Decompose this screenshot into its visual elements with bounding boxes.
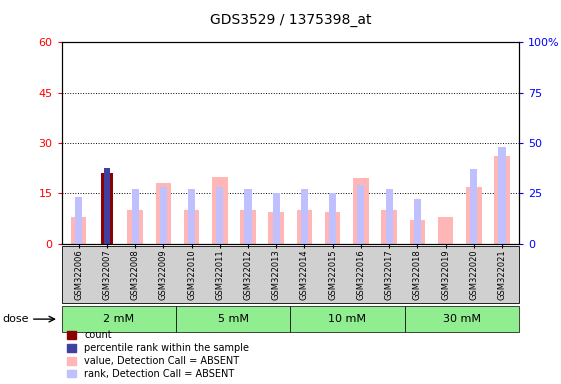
Bar bbox=[216, 187, 223, 244]
Bar bbox=[160, 187, 167, 244]
Bar bbox=[240, 210, 256, 244]
Bar bbox=[104, 168, 110, 244]
Bar bbox=[385, 189, 393, 244]
Bar bbox=[245, 189, 251, 244]
Bar bbox=[297, 210, 312, 244]
Bar bbox=[269, 212, 284, 244]
Bar bbox=[438, 217, 453, 244]
Bar bbox=[494, 157, 510, 244]
Bar bbox=[381, 210, 397, 244]
Bar bbox=[184, 210, 199, 244]
Text: 5 mM: 5 mM bbox=[218, 314, 249, 324]
Bar bbox=[71, 217, 86, 244]
Text: GDS3529 / 1375398_at: GDS3529 / 1375398_at bbox=[210, 13, 371, 27]
Bar bbox=[75, 197, 82, 244]
Legend: count, percentile rank within the sample, value, Detection Call = ABSENT, rank, : count, percentile rank within the sample… bbox=[67, 330, 249, 379]
Text: 30 mM: 30 mM bbox=[443, 314, 481, 324]
Bar bbox=[273, 194, 280, 244]
Bar bbox=[499, 147, 505, 244]
Text: 10 mM: 10 mM bbox=[329, 314, 366, 324]
Bar bbox=[357, 185, 365, 244]
Text: 2 mM: 2 mM bbox=[103, 314, 135, 324]
Bar bbox=[188, 189, 195, 244]
Text: dose: dose bbox=[3, 314, 29, 324]
Bar bbox=[100, 173, 113, 244]
Bar bbox=[470, 169, 477, 244]
Bar bbox=[353, 178, 369, 244]
Bar bbox=[127, 210, 143, 244]
Bar bbox=[466, 187, 481, 244]
Bar bbox=[212, 177, 228, 244]
Bar bbox=[155, 184, 171, 244]
Bar bbox=[410, 220, 425, 244]
Bar bbox=[414, 200, 421, 244]
Bar bbox=[132, 189, 139, 244]
Bar bbox=[301, 189, 308, 244]
Bar bbox=[325, 212, 341, 244]
Bar bbox=[329, 194, 336, 244]
